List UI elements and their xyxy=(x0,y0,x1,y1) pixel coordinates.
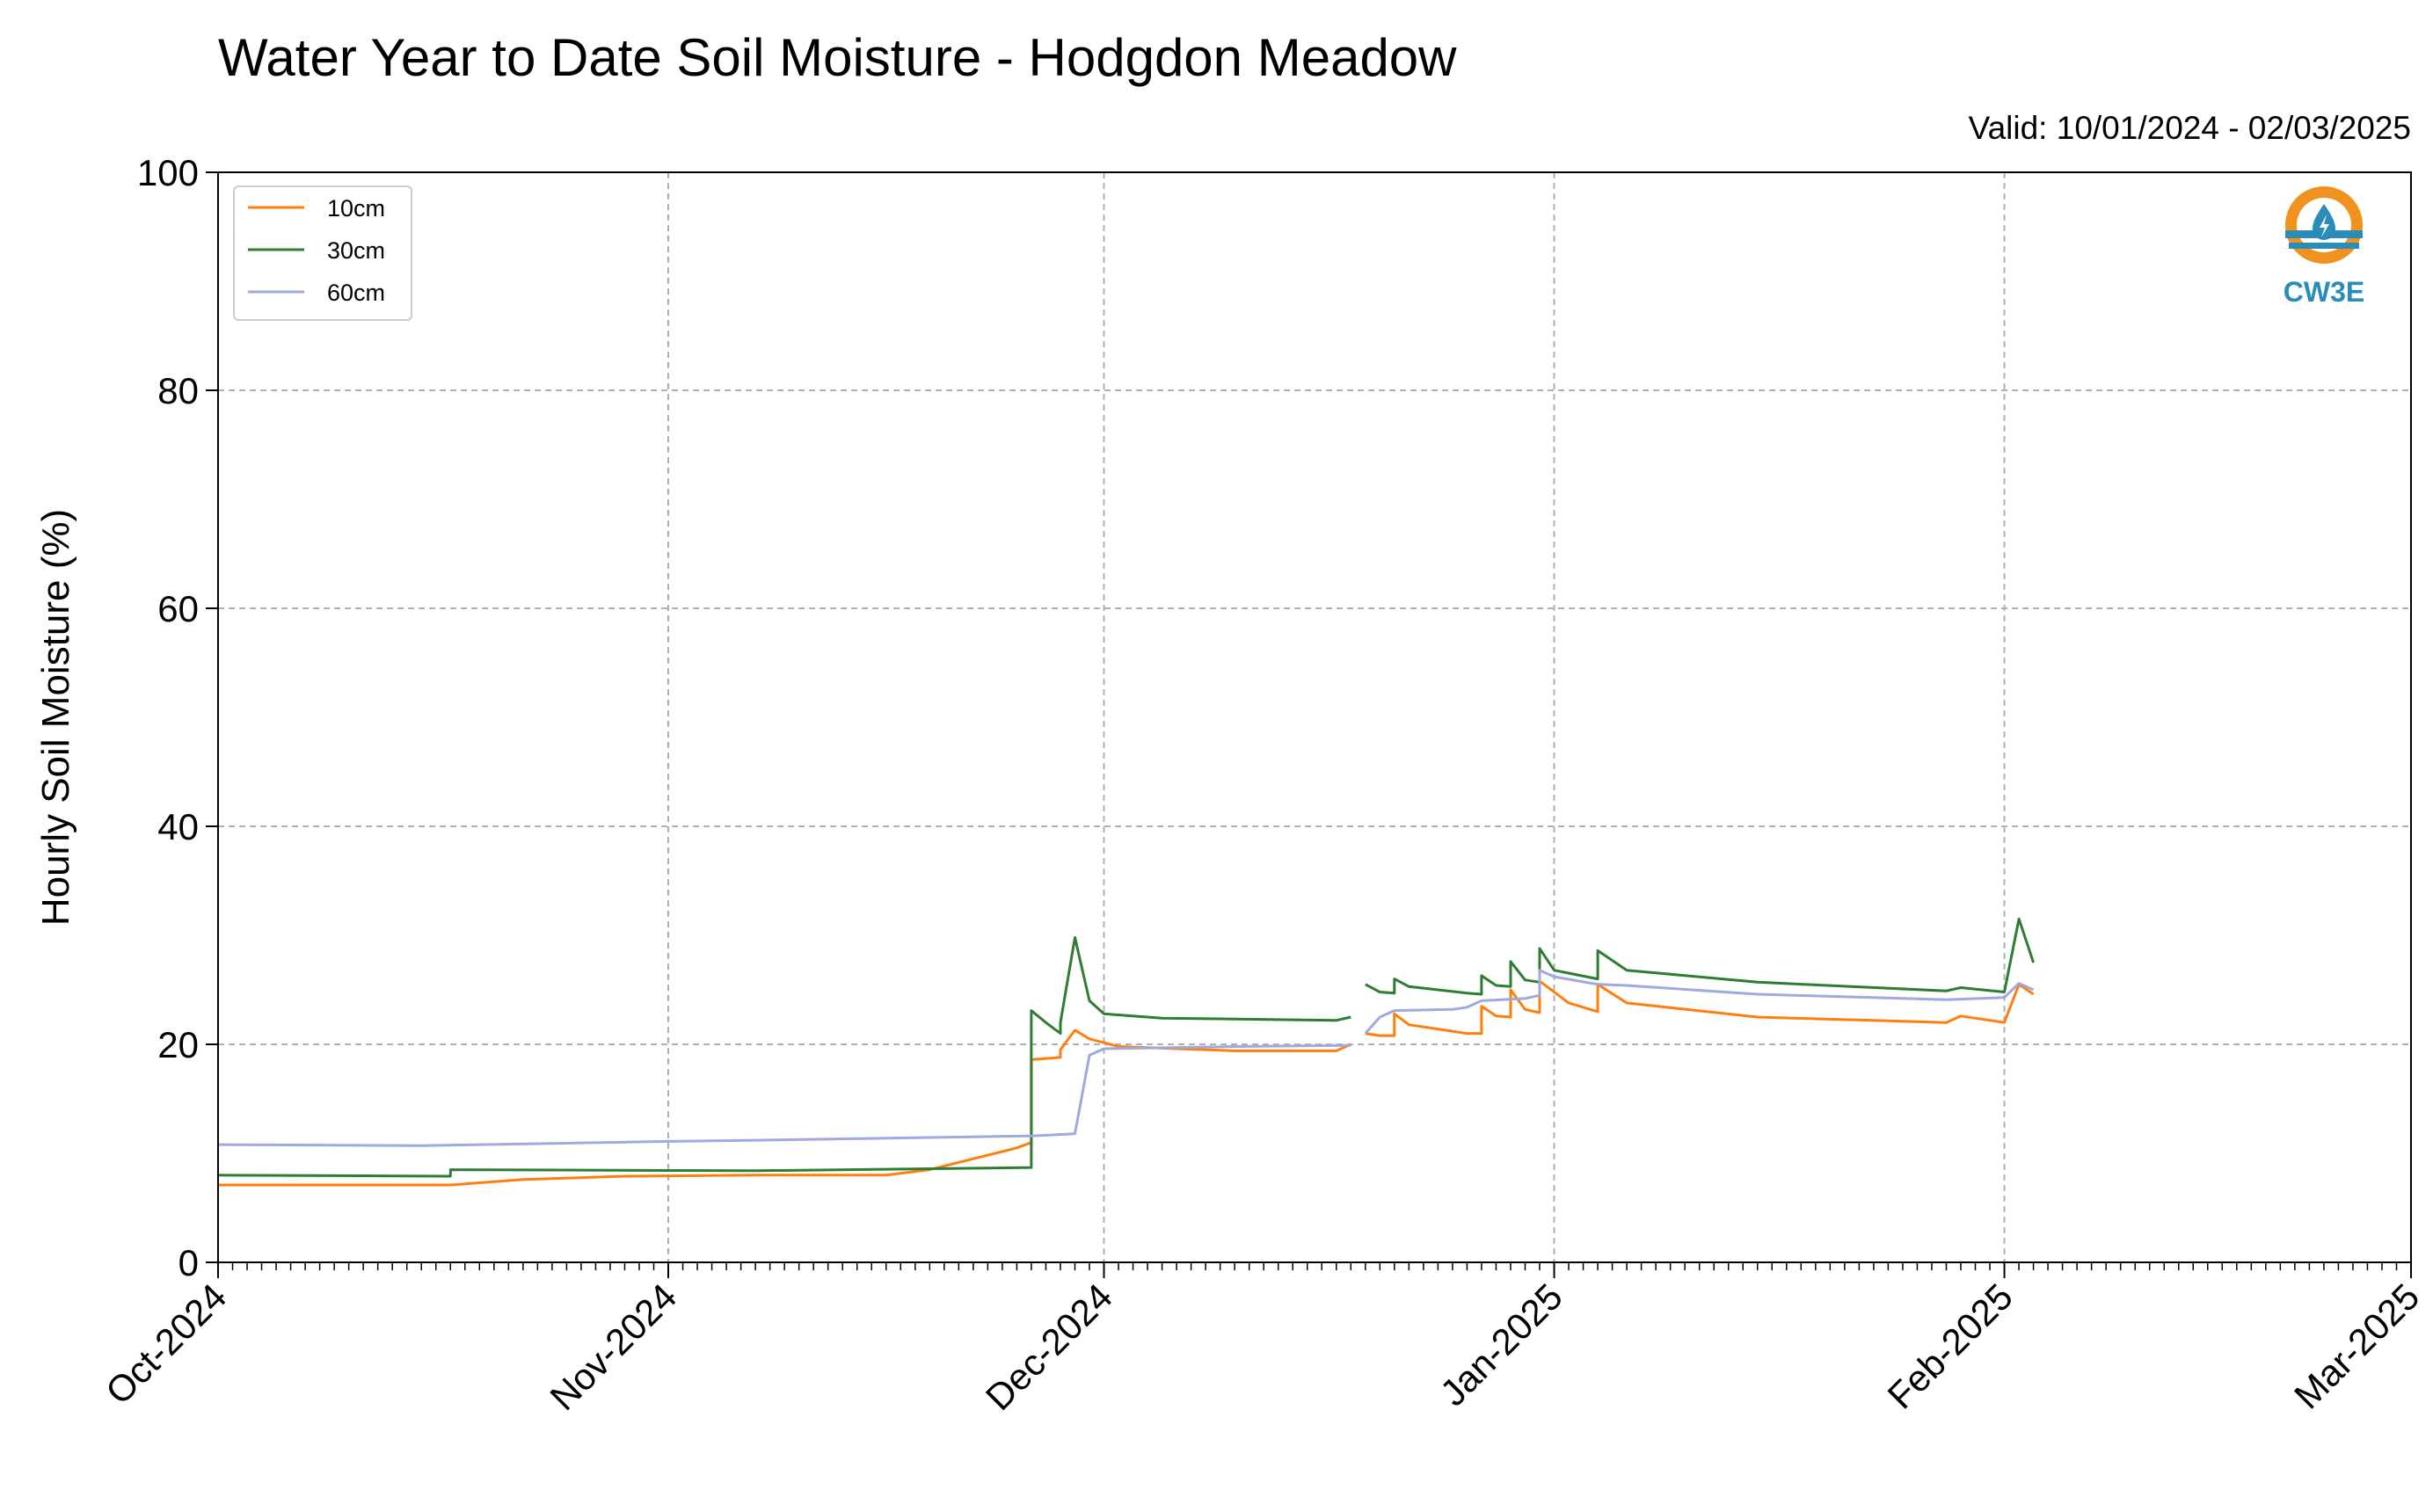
series-line-60cm xyxy=(217,1138,756,1147)
logo-text: CW3E xyxy=(2284,276,2364,308)
x-tick-label: Dec-2024 xyxy=(978,1276,1120,1418)
series-line-10cm xyxy=(755,1029,1351,1177)
chart-title: Water Year to Date Soil Moisture - Hodgd… xyxy=(218,28,1457,87)
series-line-10cm xyxy=(1365,979,2035,1037)
x-tick-label: Nov-2024 xyxy=(542,1276,684,1418)
chart-subtitle: Valid: 10/01/2024 - 02/03/2025 xyxy=(1969,110,2411,146)
plot-frame xyxy=(217,171,2412,1263)
series-layer xyxy=(217,917,2036,1187)
series-30cm xyxy=(217,917,2036,1178)
legend-label: 10cm xyxy=(327,195,385,222)
cw3e-logo: CW3E xyxy=(2284,186,2364,308)
y-tick-label: 0 xyxy=(178,1242,199,1283)
gridlines xyxy=(218,172,2411,1262)
legend-box xyxy=(233,185,412,321)
legend: 10cm 30cm 60cm xyxy=(233,185,412,321)
series-line-10cm xyxy=(218,1174,756,1187)
axes: 0 20 40 60 80 100 Oct-2024 Nov-2024 Dec-2024 Jan-… xyxy=(98,152,2427,1418)
legend-label: 60cm xyxy=(327,280,385,306)
x-tick-label: Jan-2025 xyxy=(1432,1276,1570,1414)
x-tick-label: Feb-2025 xyxy=(1880,1276,2021,1416)
x-tick-label: Oct-2024 xyxy=(98,1276,234,1412)
y-tick-label: 40 xyxy=(157,806,199,847)
series-line-30cm xyxy=(1365,917,2036,996)
bolt-icon xyxy=(2320,214,2329,237)
series-10cm xyxy=(218,979,2035,1187)
x-tick-label: Mar-2025 xyxy=(2286,1276,2427,1416)
legend-label: 30cm xyxy=(327,237,385,264)
series-line-60cm xyxy=(755,1043,1351,1142)
logo-wave-icon-2 xyxy=(2289,243,2359,249)
y-tick-label: 80 xyxy=(157,370,199,411)
y-tick-label: 60 xyxy=(157,588,199,629)
y-tick-label: 20 xyxy=(157,1024,199,1065)
y-tick-label: 100 xyxy=(137,152,199,193)
y-axis-label: Hourly Soil Moisture (%) xyxy=(34,509,77,926)
series-60cm xyxy=(217,969,2035,1147)
series-line-30cm xyxy=(217,1168,756,1178)
series-line-30cm xyxy=(755,936,1351,1173)
series-line-60cm xyxy=(1364,969,2035,1035)
